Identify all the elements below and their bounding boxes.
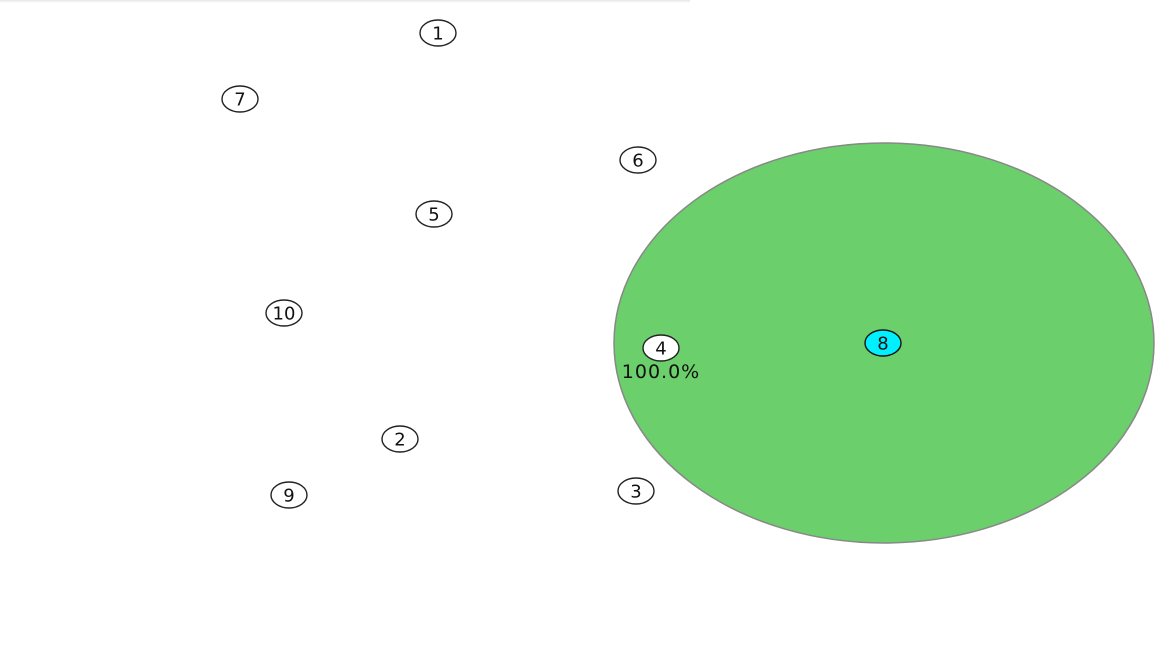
node-label: 3 xyxy=(630,482,641,503)
node-circle[interactable] xyxy=(864,329,902,357)
node-circle[interactable] xyxy=(619,146,657,174)
region-percent-label: 100.0% xyxy=(622,361,700,383)
node-label: 5 xyxy=(428,205,439,226)
node-label: 4 xyxy=(655,339,666,360)
top-edge-shadow xyxy=(0,0,690,3)
node-1[interactable]: 1 xyxy=(419,19,457,47)
node-label: 7 xyxy=(234,90,245,111)
node-5[interactable]: 5 xyxy=(415,200,453,228)
node-2[interactable]: 2 xyxy=(381,425,419,453)
node-circle[interactable] xyxy=(221,85,259,113)
node-circle[interactable] xyxy=(617,477,655,505)
node-10[interactable]: 10 xyxy=(265,299,303,327)
node-4[interactable]: 4 xyxy=(642,334,680,362)
node-7[interactable]: 7 xyxy=(221,85,259,113)
node-circle[interactable] xyxy=(265,299,303,327)
node-label: 6 xyxy=(632,151,643,172)
node-label: 1 xyxy=(432,24,443,45)
node-label: 10 xyxy=(273,304,296,325)
node-circle[interactable] xyxy=(642,334,680,362)
node-label: 9 xyxy=(283,486,294,507)
node-8[interactable]: 8 xyxy=(864,329,902,357)
nodes-layer: 1 2 3 4 5 6 7 8 9 10 xyxy=(221,19,902,509)
node-6[interactable]: 6 xyxy=(619,146,657,174)
node-circle[interactable] xyxy=(381,425,419,453)
node-circle[interactable] xyxy=(415,200,453,228)
node-9[interactable]: 9 xyxy=(270,481,308,509)
node-label: 8 xyxy=(877,334,888,355)
node-circle[interactable] xyxy=(270,481,308,509)
node-circle[interactable] xyxy=(419,19,457,47)
node-3[interactable]: 3 xyxy=(617,477,655,505)
node-label: 2 xyxy=(394,430,405,451)
